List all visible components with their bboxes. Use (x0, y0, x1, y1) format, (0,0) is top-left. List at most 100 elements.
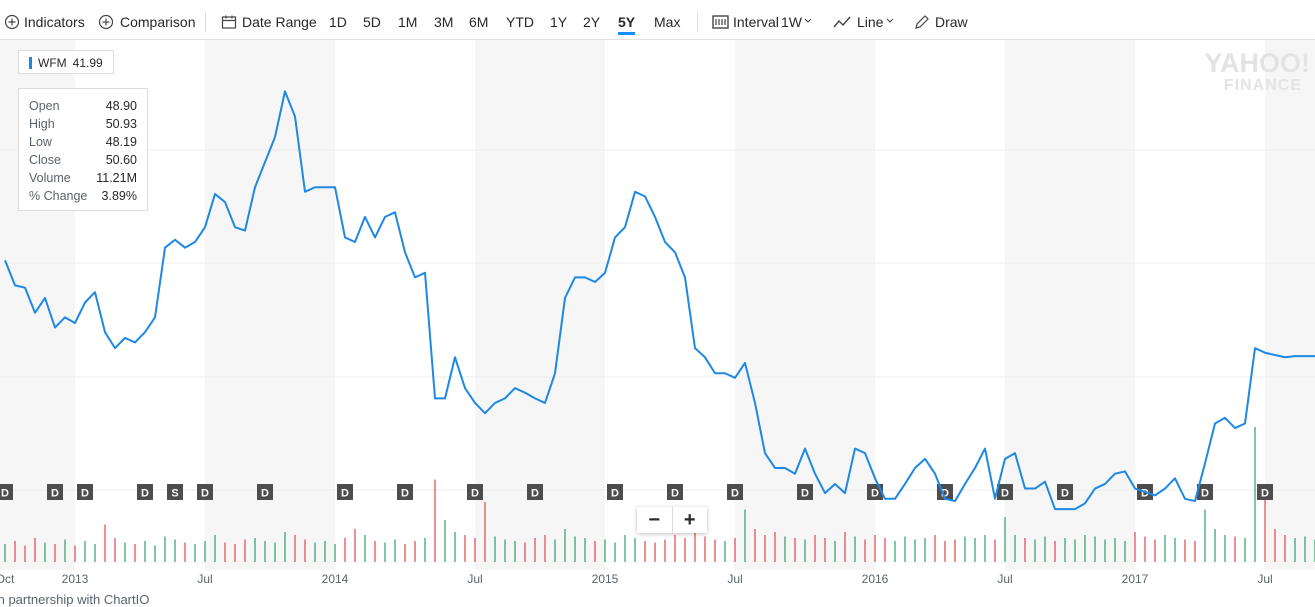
volume-bar (894, 541, 896, 562)
volume-bar (1054, 541, 1056, 562)
volume-bar (1174, 538, 1176, 562)
icon (4, 14, 20, 30)
indicators-button[interactable]: Indicators (24, 14, 85, 30)
range-button[interactable]: 5D (363, 14, 381, 30)
event-marker: D (797, 484, 813, 500)
volume-bar (884, 538, 886, 562)
date-range-button[interactable]: Date Range (242, 14, 317, 30)
volume-bar (914, 539, 916, 562)
event-box (1057, 484, 1073, 500)
tooltip-row: % Change 3.89% (29, 187, 137, 205)
footer: In partnership with ChartIO (0, 592, 150, 607)
comparison-button[interactable]: Comparison (120, 14, 196, 30)
volume-bar (394, 539, 396, 562)
volume-bar (1224, 535, 1226, 562)
event-label: D (81, 488, 89, 500)
volume-bar (134, 544, 136, 562)
volume-bar (224, 542, 226, 562)
volume-bar (334, 544, 336, 562)
volume-bar (694, 532, 696, 562)
volume-bar (454, 532, 456, 562)
volume-bar (974, 538, 976, 562)
volume-bar (514, 541, 516, 562)
volume-bar (1114, 538, 1116, 562)
volume-bar (774, 532, 776, 562)
volume-bar (4, 544, 6, 562)
volume-bar (754, 529, 756, 562)
x-tick-label: 2015 (592, 572, 619, 586)
interval-button[interactable]: Interval (733, 14, 779, 30)
event-box (1197, 484, 1213, 500)
volume-bar (1264, 494, 1266, 562)
volume-bar (824, 538, 826, 562)
volume-bar (814, 535, 816, 562)
tooltip-value: 3.89% (101, 189, 137, 203)
zoom-out[interactable]: − (637, 507, 673, 533)
range-button[interactable]: 6M (469, 14, 489, 30)
event-label: D (1, 488, 9, 500)
band (1005, 40, 1135, 570)
event-marker: D (997, 484, 1013, 500)
range-button[interactable]: 1D (329, 14, 347, 30)
range-button[interactable]: 1M (398, 14, 418, 30)
volume-bar (934, 535, 936, 562)
chart-type-button[interactable]: Line (857, 14, 884, 30)
tooltip: Open 48.90 High 50.93 Low 48.19 Close 50.60 Volu… (18, 88, 148, 211)
volume-bars (4, 427, 1315, 562)
interval-value[interactable]: 1W (781, 14, 802, 30)
event-box (1257, 484, 1273, 500)
legend: WFM 41.99 (18, 50, 114, 74)
tooltip-value: 48.90 (105, 99, 137, 113)
event-label: D (941, 488, 949, 500)
range-button[interactable]: 2Y (583, 14, 601, 30)
tooltip-label: Close (29, 153, 61, 167)
event-box (727, 484, 743, 500)
x-axis: Oct 2013 Jul 2014 Jul 2015 Jul 2016 Jul 2017 Jul (0, 572, 1273, 586)
volume-bar (1254, 427, 1256, 562)
volume-bar (294, 535, 296, 562)
volume-bar (424, 538, 426, 562)
caret (804, 18, 812, 23)
event-label: D (871, 488, 879, 500)
volume-bar (1154, 539, 1156, 562)
volume-bar (784, 536, 786, 562)
volume-bar (94, 544, 96, 562)
x-tick-label: 2014 (322, 572, 349, 586)
volume-bar (474, 538, 476, 562)
x-tick-label: Jul (1257, 572, 1272, 586)
event-box (337, 484, 353, 500)
range-button[interactable]: Max (654, 14, 681, 30)
volume-bar (1204, 509, 1206, 562)
volume-bar (34, 538, 36, 562)
event-label: D (611, 488, 619, 500)
event-label: D (671, 488, 679, 500)
separator (697, 12, 698, 32)
volume-bar (664, 539, 666, 562)
tooltip-label: Volume (29, 171, 71, 185)
event-box (467, 484, 483, 500)
volume-bar (484, 502, 486, 562)
range-button[interactable]: 3M (434, 14, 454, 30)
x-tick-label: Jul (727, 572, 742, 586)
tooltip-value: 50.60 (105, 153, 137, 167)
volume-bar (644, 541, 646, 562)
range-button[interactable]: 1Y (550, 14, 568, 30)
volume-bar (1284, 535, 1286, 562)
zoom-in[interactable]: + (683, 509, 696, 531)
x-tick-label: 2017 (1122, 572, 1149, 586)
range-button[interactable]: YTD (506, 14, 534, 30)
volume-bar (354, 529, 356, 562)
volume-bar (494, 536, 496, 562)
draw-button[interactable]: Draw (935, 14, 968, 30)
watermark: FINANCE (1224, 77, 1302, 94)
volume-bar (924, 538, 926, 562)
volume-bar (264, 541, 266, 562)
event-label: D (201, 488, 209, 500)
toolbar-border (0, 39, 1315, 40)
volume-bar (304, 539, 306, 562)
event-box (167, 484, 183, 500)
volume-bar (274, 542, 276, 562)
range-button-active[interactable]: 5Y (618, 14, 636, 35)
volume-bar (1214, 529, 1216, 562)
